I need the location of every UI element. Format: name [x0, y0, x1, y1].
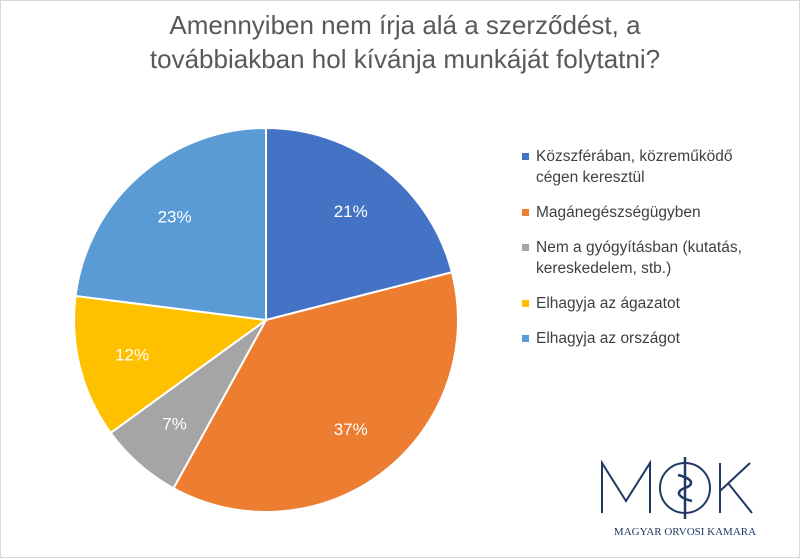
pie-slice [73, 294, 269, 435]
chart-title-line-1: Amennyiben nem írja alá a szerződést, a [169, 10, 641, 40]
legend-swatch [522, 300, 529, 307]
legend-item: Magánegészségügyben [522, 202, 792, 223]
legend-label: Magánegészségügyben [536, 204, 701, 221]
logo-serpent-icon [677, 473, 693, 503]
legend-item: Nem a gyógyításban (kutatás, kereskedelem… [522, 237, 792, 279]
legend-swatch [522, 244, 529, 251]
chart-title-line-2: továbbiakban hol kívánja munkáját folyta… [149, 44, 661, 74]
pie-slice [172, 271, 459, 513]
legend-swatch [522, 153, 529, 160]
logo-letter-k [719, 462, 753, 514]
legend-label: Közszférában, közreműködő [536, 148, 733, 165]
legend-item: Elhagyja az ágazatot [522, 293, 792, 314]
legend-label: Elhagyja az országot [536, 330, 680, 347]
legend-item: Elhagyja az országot [522, 328, 792, 349]
chart-title: Amennyiben nem írja alá a szerződést, a … [60, 8, 750, 76]
chart-legend: Közszférában, közreműködő cégen keresztül… [522, 146, 792, 349]
mok-logo: MAGYAR ORVOSI KAMARA [601, 457, 756, 538]
legend-item: Közszférában, közreműködő cégen keresztül [522, 146, 792, 188]
pie-data-label: 12% [115, 345, 149, 364]
legend-swatch [522, 335, 529, 342]
logo-caption: MAGYAR ORVOSI KAMARA [614, 526, 756, 538]
pie-data-label: 7% [162, 415, 187, 434]
legend-label: kereskedelem, stb.) [536, 260, 672, 277]
logo-letter-m [601, 459, 651, 513]
pie-data-label: 21% [334, 202, 368, 221]
legend-label: cégen keresztül [536, 169, 645, 186]
legend-label: Nem a gyógyításban (kutatás, [536, 239, 742, 256]
legend-swatch [522, 209, 529, 216]
pie-slice [265, 126, 454, 322]
legend-label: Elhagyja az ágazatot [536, 295, 680, 312]
pie-slice [74, 126, 267, 322]
pie-data-label: 23% [158, 207, 192, 226]
pie-data-label: 37% [334, 420, 368, 439]
